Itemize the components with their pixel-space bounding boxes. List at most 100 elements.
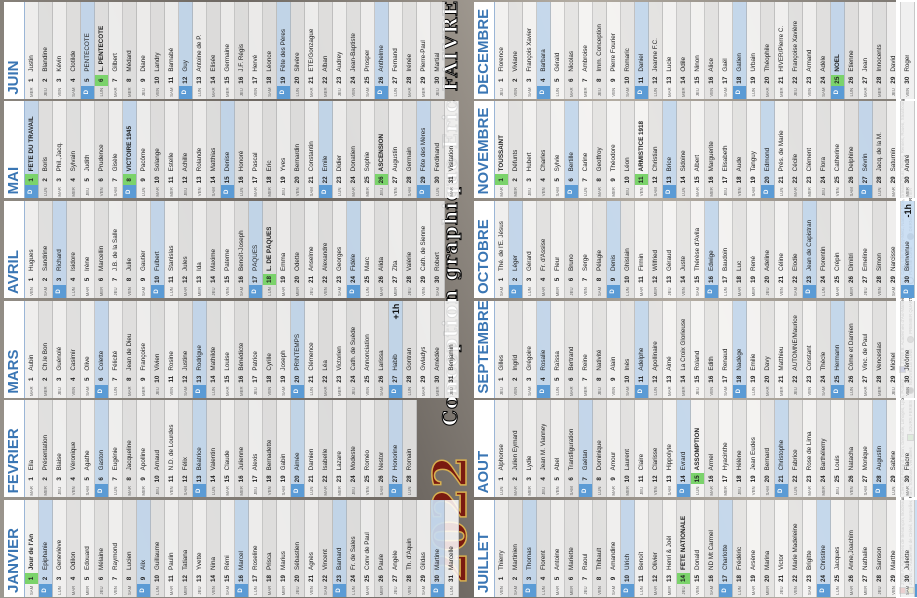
- weekday: LUN: [653, 87, 658, 97]
- day-row: SAM 30 Juliette: [901, 500, 915, 597]
- day-number: 28: [406, 276, 413, 284]
- weekday: MAR: [863, 386, 868, 396]
- day-row: D 30 Bienvenue -1h: [901, 201, 915, 298]
- month-name: JUILLET: [474, 500, 495, 597]
- day-number: 2: [512, 78, 519, 82]
- day-row: JEU 17 Patrice: [249, 300, 263, 398]
- saint-name: Victorien: [336, 346, 343, 371]
- saint-name: Jean Eudes: [750, 437, 757, 471]
- day-row: VEN 4 Casimir: [67, 300, 81, 398]
- day-number: 25: [834, 375, 841, 383]
- saint-name: Florent: [540, 550, 547, 570]
- day-row: MER 19 Marius: [277, 500, 291, 597]
- saint-name: Nestor: [378, 451, 385, 471]
- saint-name: Honorine: [392, 444, 399, 471]
- weekday: SAM: [211, 187, 216, 197]
- saint-name: ARMISTICE 1918: [638, 120, 645, 172]
- saint-name: Mélaine: [98, 547, 105, 570]
- saint-name: Claude: [224, 450, 231, 471]
- day-row: JEU 1 Gilles: [495, 300, 509, 398]
- saint-name: Adeline: [764, 249, 771, 271]
- saint-name: Emeline: [862, 248, 869, 271]
- day-row: LUN 21 Clémence: [305, 300, 319, 398]
- weekday: MAR: [891, 187, 896, 197]
- saint-name: Conv de Paul: [364, 532, 371, 570]
- month-column: FEVRIER MAR 1 Ella MER 2 Présentation JEU 3 Blais…: [4, 400, 417, 498]
- saint-name: Léon: [624, 157, 631, 172]
- weekday: MER: [379, 585, 384, 596]
- day-number: 25: [834, 475, 841, 483]
- weekday: JEU: [239, 88, 244, 97]
- weekday: D: [537, 384, 550, 398]
- saint-name: Modeste: [350, 446, 357, 471]
- month-name: MAI: [4, 101, 25, 199]
- saint-name: FÊTE NATIONALE: [680, 515, 687, 570]
- weekday: VEN: [639, 187, 644, 197]
- saint-name: Gabin: [280, 453, 287, 471]
- weekday: SAM: [555, 187, 560, 197]
- weekday: VEN: [71, 386, 76, 396]
- day-row: MAR 19 Emma: [277, 201, 291, 298]
- weekday: MER: [611, 187, 616, 197]
- day-number: 16: [238, 76, 245, 84]
- saint-name: Simon: [876, 253, 883, 271]
- saint-name: Françoise: [140, 343, 147, 371]
- day-number: 12: [652, 76, 659, 84]
- day-number: 12: [182, 375, 189, 383]
- day-row: LUN 12 Jeanne F.C.: [649, 1, 663, 99]
- day-row: JEU 12 Achille: [179, 101, 193, 199]
- day-row: LUN 24 Florentin: [817, 201, 831, 298]
- saint-name: Barnard: [336, 547, 343, 570]
- weekday: VEN: [267, 486, 272, 496]
- saint-name: Sébastien: [294, 541, 301, 570]
- day-number: 7: [112, 78, 119, 82]
- saint-name: François Xavier: [526, 27, 533, 72]
- saint-name: Bertrand: [568, 346, 575, 371]
- weekday: SAM: [849, 187, 854, 197]
- weekday: MER: [513, 187, 518, 197]
- day-number: 8: [596, 377, 603, 381]
- day-row: D 17 Charlotte: [719, 500, 733, 597]
- weekday: MER: [197, 286, 202, 297]
- weekday: SAM: [85, 386, 90, 396]
- saint-name: David: [890, 55, 897, 72]
- saint-name: Raïssa: [554, 351, 561, 371]
- saint-name: Alexandre: [322, 242, 329, 271]
- day-row: D 24 Fidèle: [347, 201, 361, 298]
- day-number: 5: [554, 477, 561, 481]
- day-row: LUN 15 ASSOMPTION: [691, 400, 705, 498]
- day-number: 30: [434, 575, 441, 583]
- weekday: MER: [807, 187, 812, 197]
- day-number: 5: [84, 576, 91, 581]
- saint-name: Gatien: [736, 53, 743, 72]
- weekday: SAM: [807, 585, 812, 596]
- day-number: 28: [406, 475, 413, 483]
- day-row: JEU 11 Claire: [635, 400, 649, 498]
- saint-name: Edouard: [84, 546, 91, 570]
- saint-name: Thècle: [820, 351, 827, 371]
- day-row: MER 25 Sophie: [361, 101, 375, 199]
- weekday: MAR: [281, 286, 286, 297]
- day-number: 19: [750, 276, 757, 284]
- saint-name: Germain: [406, 147, 413, 172]
- saint-name: Serge: [582, 254, 589, 271]
- day-row: MER 29 Pierre-Paul: [417, 1, 431, 99]
- day-row: MAR 6 Nicolas: [565, 1, 579, 99]
- day-row: VEN 16 Edith: [705, 300, 719, 398]
- saint-name: Elodie: [792, 253, 799, 271]
- weekday: MAR: [793, 187, 798, 197]
- weekday: MER: [555, 286, 560, 297]
- saint-name: Anthelme: [378, 45, 385, 72]
- saint-name: Imm. Conception: [596, 24, 603, 72]
- day-number: 12: [182, 76, 189, 84]
- day-number: 30: [904, 575, 911, 583]
- day-row: MAR 5 Irène: [81, 201, 95, 298]
- weekday: MAR: [351, 187, 356, 197]
- day-number: 6: [568, 477, 575, 481]
- saint-name: Marius: [280, 551, 287, 570]
- day-row: D 24 Christine: [817, 500, 831, 597]
- day-row: SAM 29 Narcisse: [887, 201, 901, 298]
- saint-name: Théodore: [610, 144, 617, 172]
- weekday: SAM: [765, 486, 770, 496]
- day-row: JEU 21 Anselme: [305, 201, 319, 298]
